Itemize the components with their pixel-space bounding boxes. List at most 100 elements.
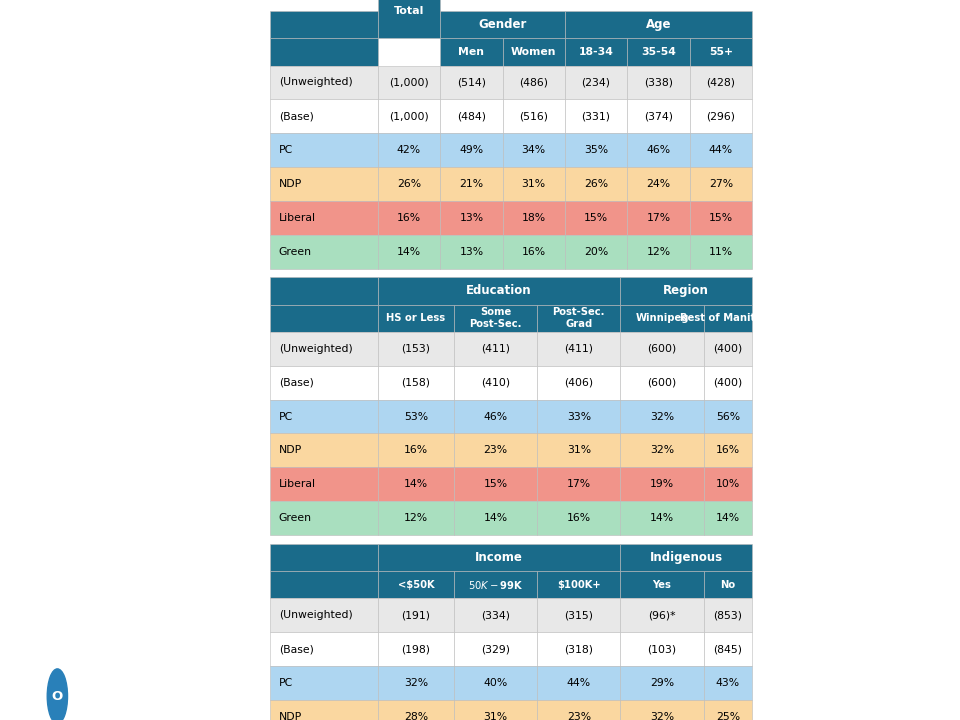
Text: (103): (103) [647, 644, 677, 654]
Text: PROVINCIAL
PARTY SUPPORT
IN MANITOBA: PROVINCIAL PARTY SUPPORT IN MANITOBA [27, 32, 199, 97]
Text: $50K-$99K: $50K-$99K [468, 579, 523, 590]
Text: <$50K: <$50K [397, 580, 434, 590]
Text: 34%: 34% [521, 145, 546, 155]
FancyBboxPatch shape [704, 501, 752, 535]
Text: (374): (374) [644, 112, 673, 121]
Text: (318): (318) [564, 644, 593, 654]
Text: 26%: 26% [584, 179, 609, 189]
FancyBboxPatch shape [620, 400, 704, 433]
FancyBboxPatch shape [378, 400, 454, 433]
Text: (329): (329) [481, 644, 510, 654]
FancyBboxPatch shape [378, 700, 454, 720]
Text: DK/NS removed: DK/NS removed [27, 629, 108, 639]
Text: 27%: 27% [708, 179, 732, 189]
Text: 14%: 14% [484, 513, 508, 523]
FancyBboxPatch shape [378, 99, 440, 133]
Text: 14%: 14% [396, 247, 421, 256]
FancyBboxPatch shape [689, 133, 752, 167]
Text: (153): (153) [401, 344, 430, 354]
FancyBboxPatch shape [538, 366, 620, 400]
Text: 14%: 14% [716, 513, 740, 523]
Text: (600): (600) [647, 378, 677, 387]
FancyBboxPatch shape [689, 167, 752, 201]
FancyBboxPatch shape [378, 305, 454, 332]
FancyBboxPatch shape [620, 598, 704, 632]
Text: PC: PC [278, 145, 293, 155]
FancyBboxPatch shape [454, 700, 538, 720]
FancyBboxPatch shape [271, 66, 378, 99]
FancyBboxPatch shape [454, 305, 538, 332]
FancyBboxPatch shape [704, 332, 752, 366]
FancyBboxPatch shape [704, 400, 752, 433]
Text: 12%: 12% [646, 247, 670, 256]
FancyBboxPatch shape [378, 201, 440, 235]
Text: 17%: 17% [646, 213, 670, 222]
FancyBboxPatch shape [454, 666, 538, 700]
Text: Education: Education [467, 284, 532, 297]
Text: 12%: 12% [404, 513, 428, 523]
Text: 31%: 31% [521, 179, 546, 189]
FancyBboxPatch shape [620, 433, 704, 467]
FancyBboxPatch shape [689, 38, 752, 66]
FancyBboxPatch shape [378, 544, 620, 571]
Text: Liberal: Liberal [278, 480, 316, 489]
Text: 19%: 19% [650, 480, 674, 489]
FancyBboxPatch shape [620, 332, 704, 366]
FancyBboxPatch shape [271, 167, 378, 201]
FancyBboxPatch shape [620, 467, 704, 501]
Text: 15%: 15% [584, 213, 609, 222]
FancyBboxPatch shape [440, 99, 502, 133]
Text: 24%: 24% [646, 179, 670, 189]
Text: (234): (234) [582, 78, 611, 87]
FancyBboxPatch shape [704, 433, 752, 467]
FancyBboxPatch shape [620, 571, 704, 598]
FancyBboxPatch shape [564, 99, 627, 133]
Text: Post-Sec.
Grad: Post-Sec. Grad [553, 307, 605, 329]
Text: (Base): (Base) [278, 378, 314, 387]
FancyBboxPatch shape [440, 133, 502, 167]
FancyBboxPatch shape [271, 332, 378, 366]
FancyBboxPatch shape [271, 501, 378, 535]
FancyBboxPatch shape [378, 0, 440, 38]
Text: NDP: NDP [278, 712, 301, 720]
Text: PR: PR [27, 677, 47, 690]
Text: (1,000): (1,000) [389, 78, 429, 87]
Text: 32%: 32% [650, 446, 674, 455]
FancyBboxPatch shape [620, 501, 704, 535]
FancyBboxPatch shape [271, 277, 378, 305]
Text: 40%: 40% [484, 678, 508, 688]
FancyBboxPatch shape [271, 201, 378, 235]
FancyBboxPatch shape [378, 133, 440, 167]
FancyBboxPatch shape [378, 433, 454, 467]
FancyBboxPatch shape [271, 11, 378, 38]
FancyBboxPatch shape [538, 305, 620, 332]
Text: 16%: 16% [566, 513, 590, 523]
Text: 44%: 44% [708, 145, 732, 155]
FancyBboxPatch shape [704, 571, 752, 598]
Text: (428): (428) [707, 78, 735, 87]
FancyBboxPatch shape [564, 167, 627, 201]
FancyBboxPatch shape [454, 632, 538, 666]
Text: 25%: 25% [716, 712, 740, 720]
Text: Q1. “If a provincial election were
held tomorrow, which party’s
candidate would : Q1. “If a provincial election were held … [27, 392, 204, 444]
Text: 44%: 44% [566, 678, 590, 688]
Text: 53%: 53% [404, 412, 428, 421]
Text: $100K+: $100K+ [557, 580, 601, 590]
Text: 46%: 46% [646, 145, 670, 155]
Text: HS or Less: HS or Less [386, 313, 445, 323]
FancyBboxPatch shape [627, 38, 689, 66]
FancyBboxPatch shape [271, 544, 378, 571]
Text: (Unweighted): (Unweighted) [278, 78, 352, 87]
Text: Gender: Gender [478, 18, 527, 31]
Text: NDP: NDP [278, 446, 301, 455]
Text: (486): (486) [519, 78, 548, 87]
FancyBboxPatch shape [271, 700, 378, 720]
Text: 43%: 43% [716, 678, 740, 688]
FancyBboxPatch shape [454, 598, 538, 632]
Text: Age: Age [646, 18, 671, 31]
Text: 42%: 42% [396, 145, 421, 155]
FancyBboxPatch shape [564, 133, 627, 167]
FancyBboxPatch shape [454, 400, 538, 433]
FancyBboxPatch shape [620, 632, 704, 666]
Text: 16%: 16% [396, 213, 421, 222]
